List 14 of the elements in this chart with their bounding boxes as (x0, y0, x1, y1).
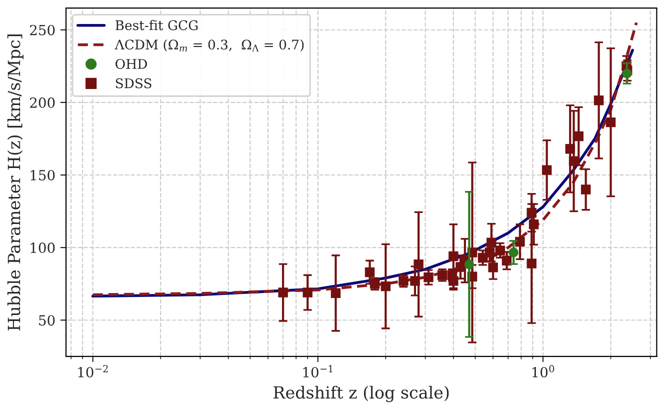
legend-label: ΛCDM (Ω$_{m}$ = 0.3, Ω$_{Λ}$ = 0.7) (114, 39, 304, 52)
x-tick-label: 10$^{−1}$ (303, 365, 332, 378)
y-axis-title: Hubble Parameter H(z) [km/s/Mpc] (7, 34, 24, 330)
y-tick-label: 100 (30, 242, 55, 254)
legend-label: OHD (116, 58, 147, 69)
y-tick-label: 150 (30, 170, 55, 180)
legend-label: SDSS (116, 78, 152, 88)
y-tick-label: 250 (30, 24, 55, 36)
y-tick-label: 50 (39, 315, 55, 326)
x-tick-label: 10$^{−2}$ (78, 365, 108, 378)
x-axis-title: Redshift z (log scale) (274, 386, 449, 402)
x-tick-label: 10$^{0}$ (532, 365, 554, 378)
legend-label: Best-fit GCG (116, 20, 198, 30)
y-tick-label: 200 (30, 97, 55, 108)
